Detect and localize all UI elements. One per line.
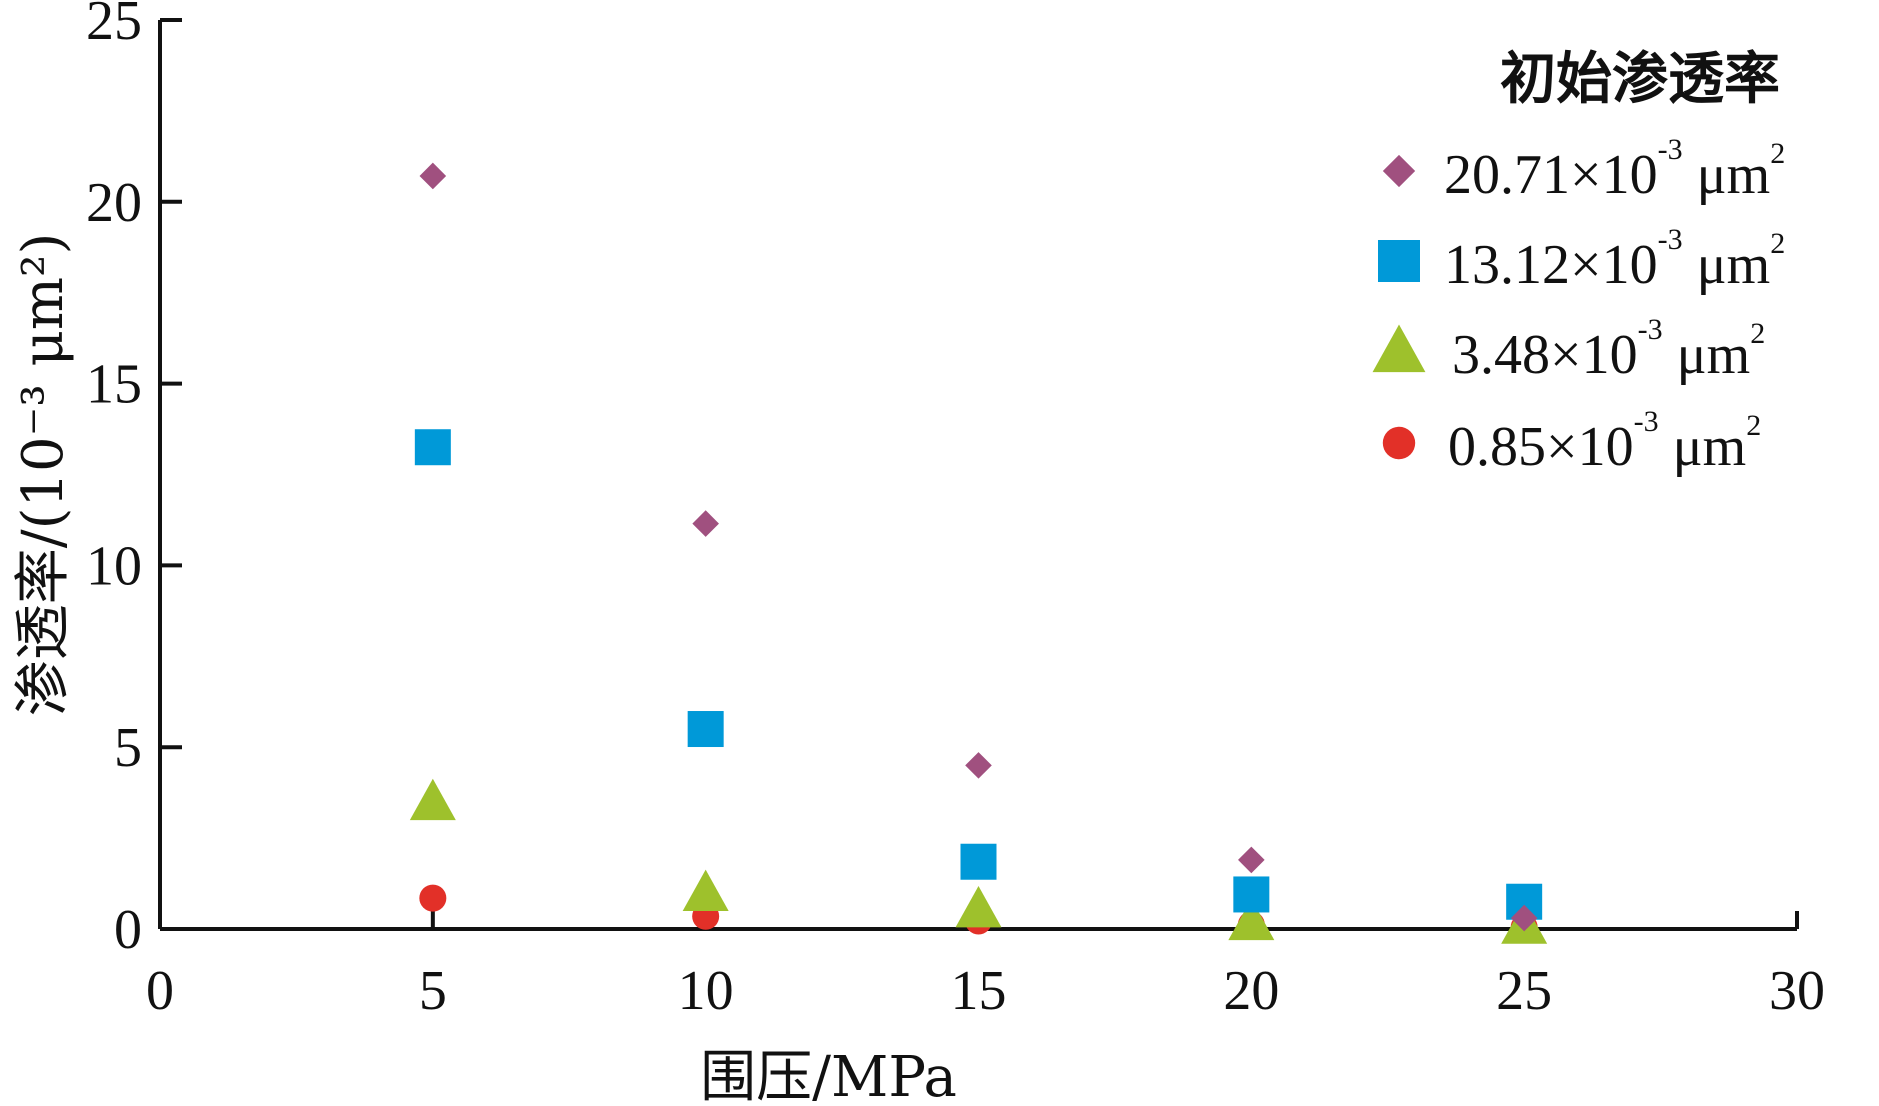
x-tick-label: 30 (1769, 960, 1825, 1022)
legend-marker-circle (1382, 426, 1416, 460)
legend: 初始渗透率 20.71×10-3 μm2 13.12×10-3 μm2 3.48×10-3… (1372, 46, 1785, 478)
y-tick-label: 0 (114, 899, 142, 961)
data-point-diamond (1238, 846, 1265, 874)
x-tick-label: 0 (146, 960, 174, 1022)
data-point-square (1233, 876, 1270, 913)
y-tick-label: 10 (86, 535, 142, 597)
x-axis-title: 围压/MPa (700, 1045, 957, 1106)
x-tick-label: 15 (951, 960, 1007, 1022)
y-axis-title: 渗透率/(10⁻³ μm²) (11, 233, 76, 717)
data-point-diamond (1510, 904, 1538, 932)
data-point-circle (419, 884, 447, 912)
data-point-triangle (1228, 898, 1275, 941)
legend-marker-diamond (1382, 154, 1416, 188)
data-point-triangle (409, 778, 456, 821)
data-point-square (960, 843, 997, 880)
legend-entry-label: 3.48×10-3 μm2 (1452, 313, 1765, 386)
x-tick-label: 5 (419, 960, 447, 1022)
data-point-diamond (419, 162, 447, 190)
data-point-square (687, 711, 724, 748)
legend-marker-triangle (1372, 324, 1426, 373)
x-tick-label: 20 (1223, 960, 1279, 1022)
y-tick-label: 5 (114, 717, 142, 779)
y-tick-label: 20 (86, 172, 142, 234)
y-tick-label: 25 (86, 0, 142, 52)
data-point-triangle (955, 886, 1002, 928)
legend-entry-label: 13.12×10-3 μm2 (1444, 223, 1785, 296)
x-tick-label: 25 (1496, 960, 1552, 1022)
axes: 0 5 10 15 20 25 0 5 10 15 20 25 30 (86, 0, 1825, 1022)
legend-marker-square (1378, 240, 1420, 282)
y-tick-label: 15 (86, 354, 142, 416)
data-point-diamond (965, 752, 992, 779)
data-point-triangle (682, 869, 729, 912)
legend-title: 初始渗透率 (1500, 46, 1780, 112)
legend-entry-label: 20.71×10-3 μm2 (1444, 133, 1785, 206)
data-points (409, 162, 1548, 944)
data-point-diamond (692, 510, 719, 537)
x-tick-label: 10 (678, 960, 734, 1022)
legend-entry-label: 0.85×10-3 μm2 (1448, 405, 1761, 478)
data-point-square (414, 429, 451, 466)
